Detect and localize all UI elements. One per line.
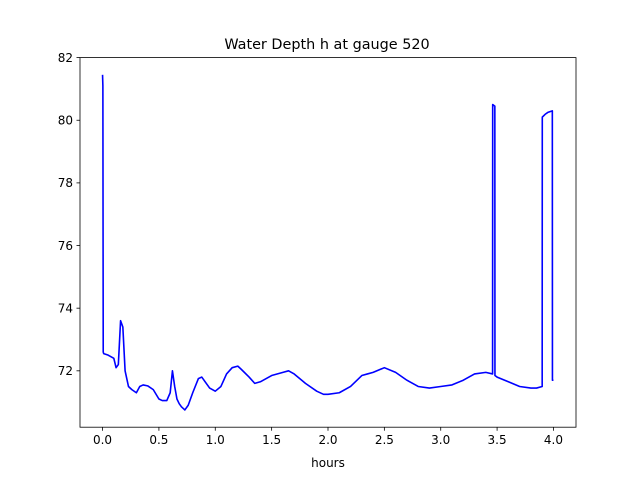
x-tick-label: 1.0 (206, 433, 225, 447)
x-tick-label: 3.0 (431, 433, 450, 447)
y-tick-label: 82 (58, 51, 73, 65)
y-tick-label: 74 (58, 301, 73, 315)
y-tick-label: 76 (58, 239, 73, 253)
x-tick-label: 0.0 (93, 433, 112, 447)
plot-frame (79, 57, 577, 428)
x-tick-label: 3.5 (488, 433, 507, 447)
x-tick-label: 1.5 (262, 433, 281, 447)
x-tick-label: 4.0 (544, 433, 563, 447)
y-tick-label: 72 (58, 364, 73, 378)
y-tick-label: 80 (58, 114, 73, 128)
series-line (101, 74, 554, 411)
y-axis: 72 74 76 78 80 82 (58, 51, 80, 378)
x-tick-label: 2.5 (375, 433, 394, 447)
x-axis-label: hours (311, 456, 345, 470)
x-axis: 0.0 0.5 1.0 1.5 2.0 2.5 3.0 3.5 4.0 (93, 427, 563, 447)
x-tick-label: 0.5 (149, 433, 168, 447)
x-tick-label: 2.0 (318, 433, 337, 447)
chart-title: Water Depth h at gauge 520 (224, 37, 429, 53)
y-tick-label: 78 (58, 176, 73, 190)
